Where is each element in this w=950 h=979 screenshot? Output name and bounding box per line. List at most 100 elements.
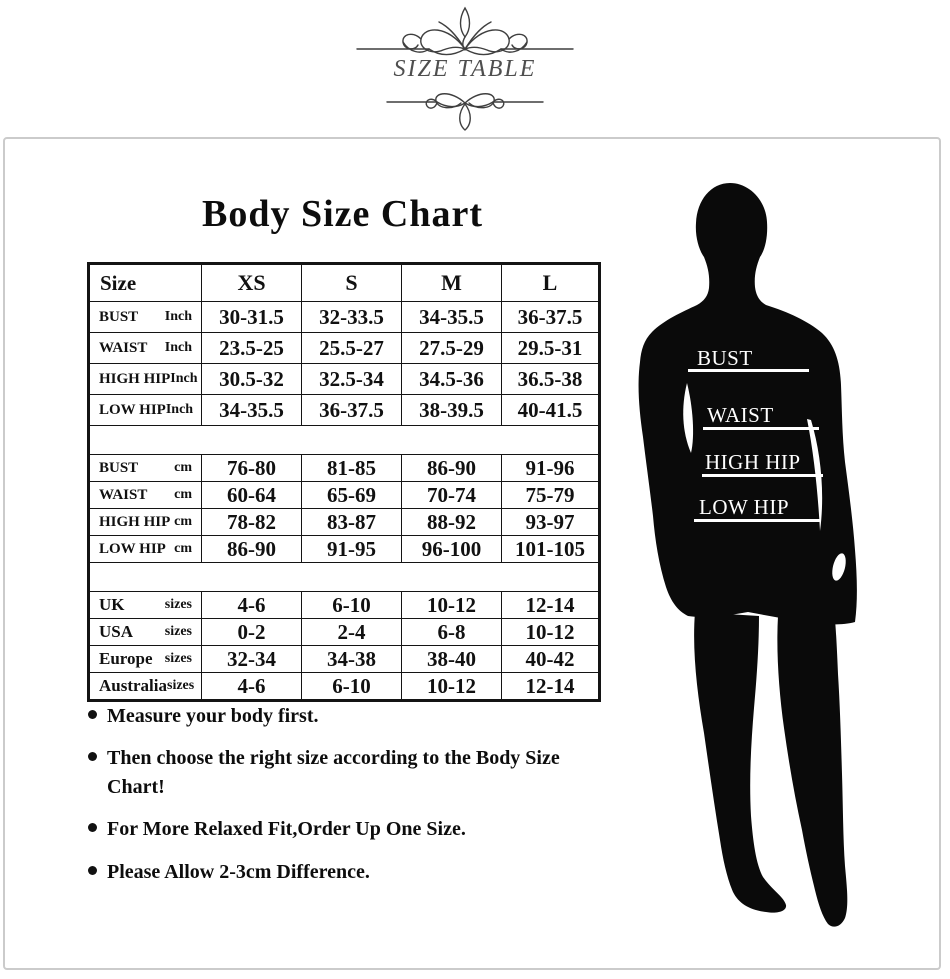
row-label: HIGH HIP (99, 370, 171, 387)
figure-underline-waist (703, 427, 819, 430)
size-value: 12-14 (501, 591, 600, 619)
content-border (3, 137, 941, 970)
arm-gap-right (807, 419, 823, 531)
figure-label-high-hip: HIGH HIP (705, 450, 801, 474)
row-unit: Inch (165, 402, 194, 417)
row-label: Europe (99, 649, 153, 668)
row-label: USA (99, 622, 134, 641)
column-header-xs: XS (201, 263, 302, 302)
size-value: 91-95 (301, 535, 402, 563)
row-header-cell: UK sizes (88, 591, 202, 619)
size-value: 86-90 (201, 535, 302, 563)
size-value: 6-10 (301, 672, 402, 701)
row-header-cell: WAIST Inch (88, 332, 202, 364)
row-header-cell: USA sizes (88, 618, 202, 646)
size-value: 96-100 (401, 535, 502, 563)
size-value: 23.5-25 (201, 332, 302, 364)
row-unit: cm (174, 487, 192, 502)
size-value: 30.5-32 (201, 363, 302, 395)
row-label: UK (99, 595, 125, 614)
size-value: 81-85 (301, 454, 402, 482)
table-row-uk: UK sizes 4-6 6-10 10-12 12-14 (88, 591, 600, 619)
table-row-bust-cm: BUST cm 76-80 81-85 86-90 91-96 (88, 454, 600, 482)
sizing-notes-list: Measure your body first. Then choose the… (88, 702, 658, 900)
row-label: WAIST (99, 486, 148, 503)
size-value: 76-80 (201, 454, 302, 482)
size-value: 78-82 (201, 508, 302, 536)
size-value: 27.5-29 (401, 332, 502, 364)
note-text: Measure your body first. (107, 705, 319, 727)
row-header-cell: BUST Inch (88, 301, 202, 333)
size-value: 86-90 (401, 454, 502, 482)
column-header-m: M (401, 263, 502, 302)
silhouette-torso (638, 183, 857, 625)
size-value: 38-39.5 (401, 394, 502, 426)
table-row-bust-inch: BUST Inch 30-31.5 32-33.5 34-35.5 36-37.… (88, 301, 600, 333)
table-spacer-row (88, 425, 600, 455)
row-header-cell: BUST cm (88, 454, 202, 482)
size-value: 10-12 (401, 672, 502, 701)
table-row-australia: Australia sizes 4-6 6-10 10-12 12-14 (88, 672, 600, 701)
size-value: 32-34 (201, 645, 302, 673)
size-value: 12-14 (501, 672, 600, 701)
size-value: 10-12 (401, 591, 502, 619)
figure-label-low-hip: LOW HIP (699, 495, 789, 519)
note-text: For More Relaxed Fit,Order Up One Size. (107, 818, 466, 841)
ornament-title: SIZE TABLE (393, 56, 537, 82)
size-value: 32.5-34 (301, 363, 402, 395)
size-value: 60-64 (201, 481, 302, 509)
table-row-waist-cm: WAIST cm 60-64 65-69 70-74 75-79 (88, 481, 600, 509)
table-row-highhip-cm: HIGH HIP cm 78-82 83-87 88-92 93-97 (88, 508, 600, 536)
size-value: 10-12 (501, 618, 600, 646)
row-label: LOW HIP (99, 401, 166, 418)
row-unit: cm (174, 541, 192, 556)
row-unit: Inch (164, 309, 192, 324)
silhouette-right-leg (777, 616, 848, 927)
row-unit: cm (174, 460, 192, 475)
row-unit: cm (174, 514, 192, 529)
row-header-cell: LOW HIP cm (88, 535, 202, 563)
table-row-europe: Europe sizes 32-34 34-38 38-40 40-42 (88, 645, 600, 673)
table-row-usa: USA sizes 0-2 2-4 6-8 10-12 (88, 618, 600, 646)
size-value: 6-8 (401, 618, 502, 646)
row-header-cell: Europe sizes (88, 645, 202, 673)
body-size-table: Size XS S M L BUST Inch 30-31.5 32-33.5 … (87, 262, 601, 702)
row-label: Australia (99, 676, 167, 695)
silhouette-left-leg (694, 612, 787, 913)
table-header-row: Size XS S M L (88, 263, 600, 302)
bullet-icon (88, 752, 97, 762)
arm-gap-left (683, 383, 694, 453)
note-text: Please Allow 2-3cm Difference. (107, 860, 370, 883)
size-value: 4-6 (201, 672, 302, 701)
size-value: 101-105 (501, 535, 600, 563)
size-value: 83-87 (301, 508, 402, 536)
list-item: Please Allow 2-3cm Difference. (88, 858, 658, 886)
row-label: BUST (99, 459, 139, 476)
size-value: 25.5-27 (301, 332, 402, 364)
size-value: 40-41.5 (501, 394, 600, 426)
bullet-icon (88, 710, 97, 719)
size-value: 36.5-38 (501, 363, 600, 395)
row-label: BUST (99, 308, 139, 325)
size-value: 2-4 (301, 618, 402, 646)
row-unit: sizes (167, 678, 195, 693)
size-value: 36-37.5 (501, 301, 600, 333)
size-value: 34.5-36 (401, 363, 502, 395)
row-unit: sizes (164, 597, 192, 612)
size-value: 30-31.5 (201, 301, 302, 333)
size-value: 32-33.5 (301, 301, 402, 333)
body-silhouette: BUST WAIST HIGH HIP LOW HIP (638, 183, 857, 927)
size-value: 34-35.5 (401, 301, 502, 333)
row-header-cell: HIGH HIP Inch (88, 363, 202, 395)
row-label: WAIST (99, 339, 148, 356)
row-header-cell: LOW HIP Inch (88, 394, 202, 426)
size-value: 29.5-31 (501, 332, 600, 364)
size-value: 6-10 (301, 591, 402, 619)
size-value: 38-40 (401, 645, 502, 673)
column-header-size: Size (88, 263, 202, 302)
figure-label-waist: WAIST (707, 403, 774, 427)
size-value: 91-96 (501, 454, 600, 482)
table-row-waist-inch: WAIST Inch 23.5-25 25.5-27 27.5-29 29.5-… (88, 332, 600, 364)
table-row-lowhip-cm: LOW HIP cm 86-90 91-95 96-100 101-105 (88, 535, 600, 563)
